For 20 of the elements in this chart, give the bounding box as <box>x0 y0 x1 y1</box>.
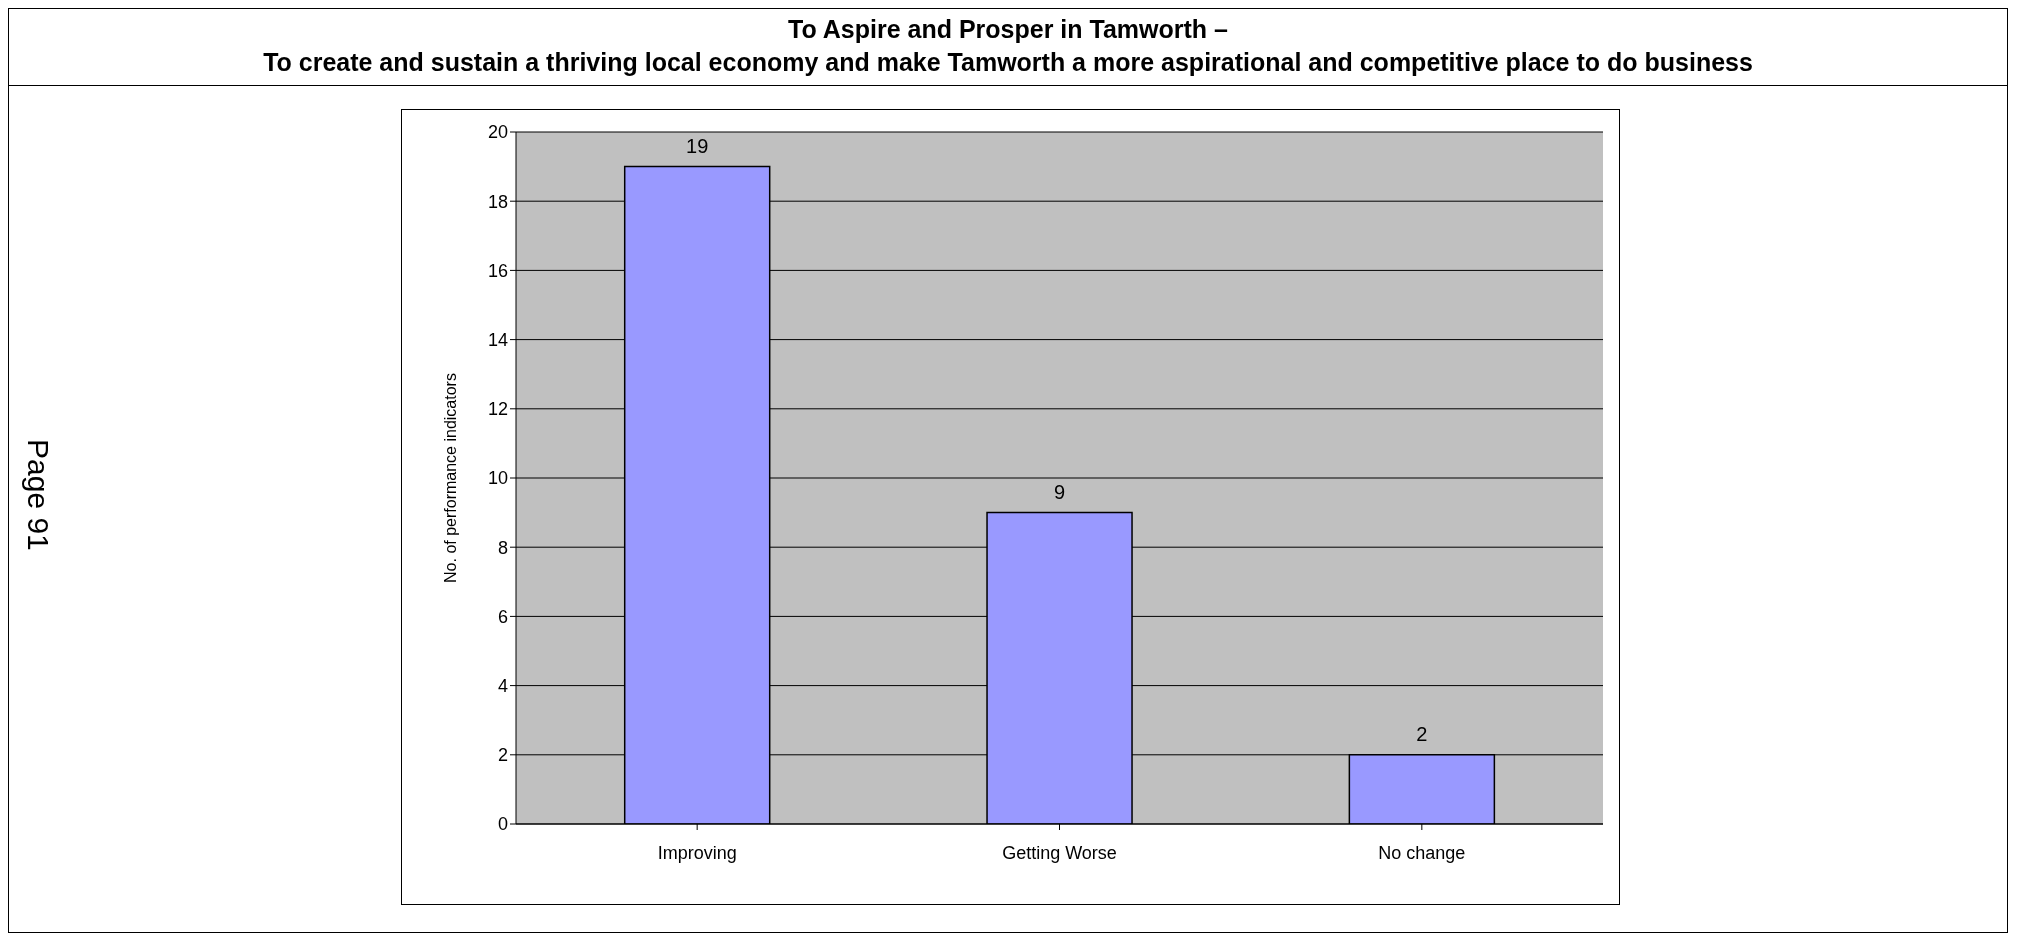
y-tick-label: 12 <box>487 399 508 420</box>
y-tick-label: 0 <box>497 814 508 835</box>
y-tick-label: 10 <box>487 468 508 489</box>
y-tick-label: 6 <box>497 606 508 627</box>
data-label: 2 <box>1416 722 1428 745</box>
data-label: 9 <box>1053 480 1066 503</box>
text: Page 91 <box>21 439 55 551</box>
y-axis-title: No. of performance indicators <box>441 373 459 583</box>
x-tick-label: No change <box>1378 842 1466 863</box>
x-tick-label: Getting Worse <box>1002 842 1117 863</box>
y-tick-label: 16 <box>487 260 508 281</box>
x-tick-label: Improving <box>657 842 737 863</box>
y-tick-label: 4 <box>497 675 508 696</box>
chart-title: To Aspire and Prosper in Tamworth – To create and sustain a thriving local economy and make Tamworth a more aspirational and competitive place to do business <box>262 14 1754 78</box>
y-tick-label: 2 <box>497 745 508 766</box>
data-label: 19 <box>686 134 709 157</box>
y-tick-label: 8 <box>497 537 508 558</box>
y-tick-label: 18 <box>487 191 508 212</box>
y-tick-label: 14 <box>487 329 508 350</box>
y-tick-label: 20 <box>487 122 508 143</box>
